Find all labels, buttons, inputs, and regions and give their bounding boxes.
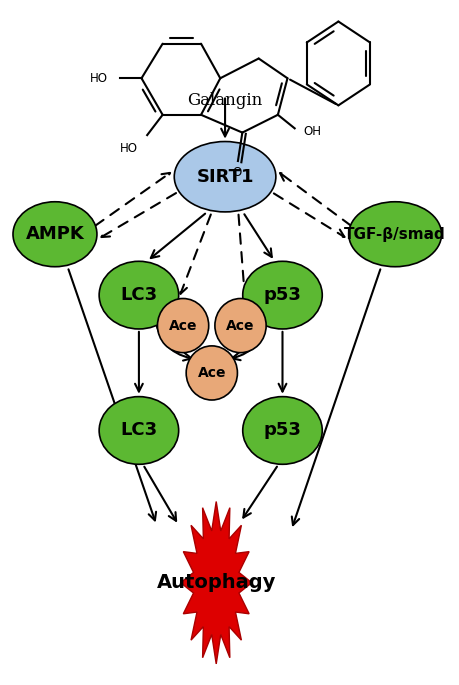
Ellipse shape [348,202,441,266]
Text: LC3: LC3 [120,421,157,440]
Text: TGF-β/smad: TGF-β/smad [343,227,445,242]
Ellipse shape [242,397,322,464]
Ellipse shape [174,142,275,212]
Ellipse shape [13,202,97,266]
Text: HO: HO [120,142,138,155]
Text: Galangin: Galangin [187,92,262,109]
Polygon shape [180,501,251,664]
Text: AMPK: AMPK [26,225,84,243]
Text: O: O [232,166,241,179]
Ellipse shape [99,397,178,464]
Ellipse shape [242,261,322,329]
Text: Ace: Ace [168,319,197,333]
Ellipse shape [157,299,208,353]
Text: Ace: Ace [197,366,225,380]
Ellipse shape [186,346,237,400]
Text: p53: p53 [263,286,301,304]
Text: SIRT1: SIRT1 [196,168,253,186]
Ellipse shape [214,299,266,353]
Text: LC3: LC3 [120,286,157,304]
Text: Ace: Ace [226,319,254,333]
Text: Autophagy: Autophagy [156,573,275,593]
Text: HO: HO [90,72,108,85]
Ellipse shape [99,261,178,329]
Text: OH: OH [303,125,321,138]
Text: p53: p53 [263,421,301,440]
